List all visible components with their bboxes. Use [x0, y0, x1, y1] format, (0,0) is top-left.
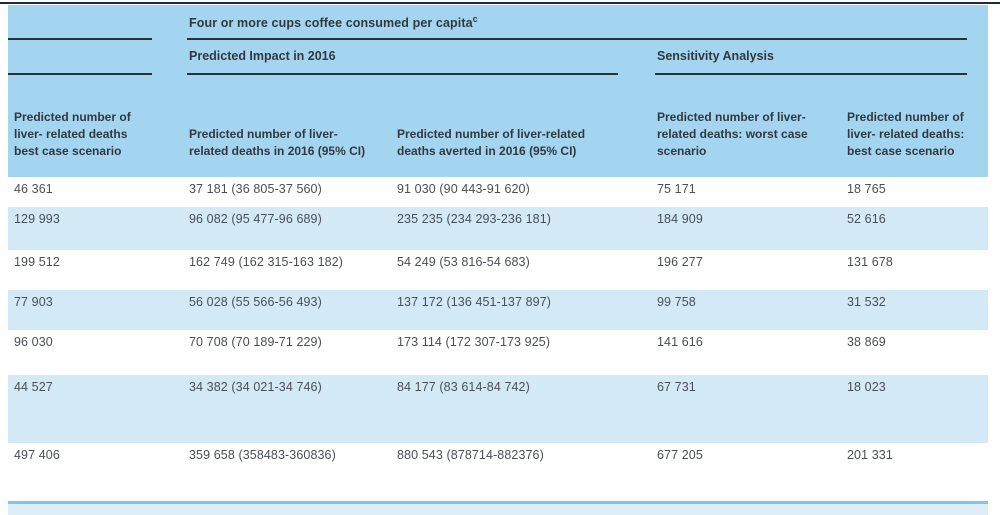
table-bottom-border: [8, 501, 988, 504]
group-header-row: Four or more cups coffee consumed per ca…: [8, 5, 988, 40]
table-cell: 131 678: [847, 255, 893, 269]
table-cell: 137 172 (136 451-137 897): [397, 295, 552, 309]
table-cell: 54 249 (53 816-54 683): [397, 255, 530, 269]
table-cell: 359 658 (358483-360836): [189, 448, 336, 462]
table-cell: 84 177 (83 614-84 742): [397, 380, 530, 394]
table-cell: 96 030: [14, 335, 53, 349]
table-cell: 162 749 (162 315-163 182): [189, 255, 344, 269]
table-row: 77 903 56 028 (55 566-56 493) 137 172 (1…: [8, 290, 988, 330]
table-cell: 34 382 (34 021-34 746): [189, 380, 322, 394]
table-row: 96 030 70 708 (70 189-71 229) 173 114 (1…: [8, 330, 988, 375]
rule-sensitivity-span: [655, 73, 967, 75]
subgroup-header-row: Predicted Impact in 2016 Sensitivity Ana…: [8, 40, 988, 75]
table-cell: 677 205: [657, 448, 703, 462]
table-cell: 38 869: [847, 335, 886, 349]
table-cell: 75 171: [657, 182, 696, 196]
table-row: 199 512 162 749 (162 315-163 182) 54 249…: [8, 250, 988, 290]
table-cell: 46 361: [14, 182, 53, 196]
table-cell: 18 023: [847, 380, 886, 394]
group-header-coffee: Four or more cups coffee consumed per ca…: [187, 5, 988, 40]
table-cell: 201 331: [847, 448, 893, 462]
table-cell: 56 028 (55 566-56 493): [189, 295, 322, 309]
table-cell: 67 731: [657, 380, 696, 394]
table-cell: 37 181 (36 805-37 560): [189, 182, 322, 196]
table-cell: 235 235 (234 293-236 181): [397, 212, 552, 226]
table-cell: 70 708 (70 189-71 229): [189, 335, 322, 349]
coffee-liver-deaths-table: Four or more cups coffee consumed per ca…: [8, 5, 988, 515]
table-cell: 96 082 (95 477-96 689): [189, 212, 322, 226]
col-header-deaths-2016: Predicted number of liver-related deaths…: [189, 127, 366, 158]
sensitivity-analysis-label: Sensitivity Analysis: [657, 49, 774, 63]
column-header-row: Predicted number of liver- related death…: [8, 75, 988, 177]
table-cell: 199 512: [14, 255, 60, 269]
table-cell: 184 909: [657, 212, 703, 226]
table-row: 129 993 96 082 (95 477-96 689) 235 235 (…: [8, 207, 988, 250]
predicted-impact-label: Predicted Impact in 2016: [189, 49, 336, 63]
table-top-border: [0, 2, 1000, 4]
col-header-deaths-averted: Predicted number of liver-related deaths…: [397, 127, 586, 158]
group-header-label: Four or more cups coffee consumed per ca…: [189, 16, 473, 31]
group-header-spacer: [8, 5, 187, 40]
table-row: 44 527 34 382 (34 021-34 746) 84 177 (83…: [8, 375, 988, 443]
table-cell: 77 903: [14, 295, 53, 309]
subgroup-header-spacer: [8, 40, 187, 75]
table-cell: 497 406: [14, 448, 60, 462]
table-bottom-band: [8, 504, 988, 515]
rule-group-span: [187, 38, 967, 40]
table-cell: 18 765: [847, 182, 886, 196]
table-row: 497 406 359 658 (358483-360836) 880 543 …: [8, 443, 988, 501]
table-header: Four or more cups coffee consumed per ca…: [8, 5, 988, 177]
col-header-worst-case: Predicted number of liver- related death…: [657, 110, 808, 158]
subgroup-predicted-impact: Predicted Impact in 2016: [187, 40, 655, 75]
table-row: 46 361 37 181 (36 805-37 560) 91 030 (90…: [8, 177, 988, 207]
table-cell: 141 616: [657, 335, 703, 349]
table-cell: 196 277: [657, 255, 703, 269]
col-header-best-case: Predicted number of liver- related death…: [14, 110, 131, 158]
footnote-marker-c: c: [472, 14, 478, 24]
rule-col1-a: [8, 38, 152, 40]
rule-impact-span: [187, 73, 618, 75]
table-cell: 99 758: [657, 295, 696, 309]
table-cell: 44 527: [14, 380, 53, 394]
rule-col1-b: [8, 73, 152, 75]
table-cell: 52 616: [847, 212, 886, 226]
col-header-best-case-sens: Predicted number of liver- related death…: [847, 110, 965, 158]
table-cell: 91 030 (90 443-91 620): [397, 182, 530, 196]
subgroup-sensitivity: Sensitivity Analysis: [655, 40, 988, 75]
table-cell: 173 114 (172 307-173 925): [397, 335, 551, 349]
table-cell: 129 993: [14, 212, 60, 226]
table-cell: 31 532: [847, 295, 886, 309]
table-cell: 880 543 (878714-882376): [397, 448, 544, 462]
